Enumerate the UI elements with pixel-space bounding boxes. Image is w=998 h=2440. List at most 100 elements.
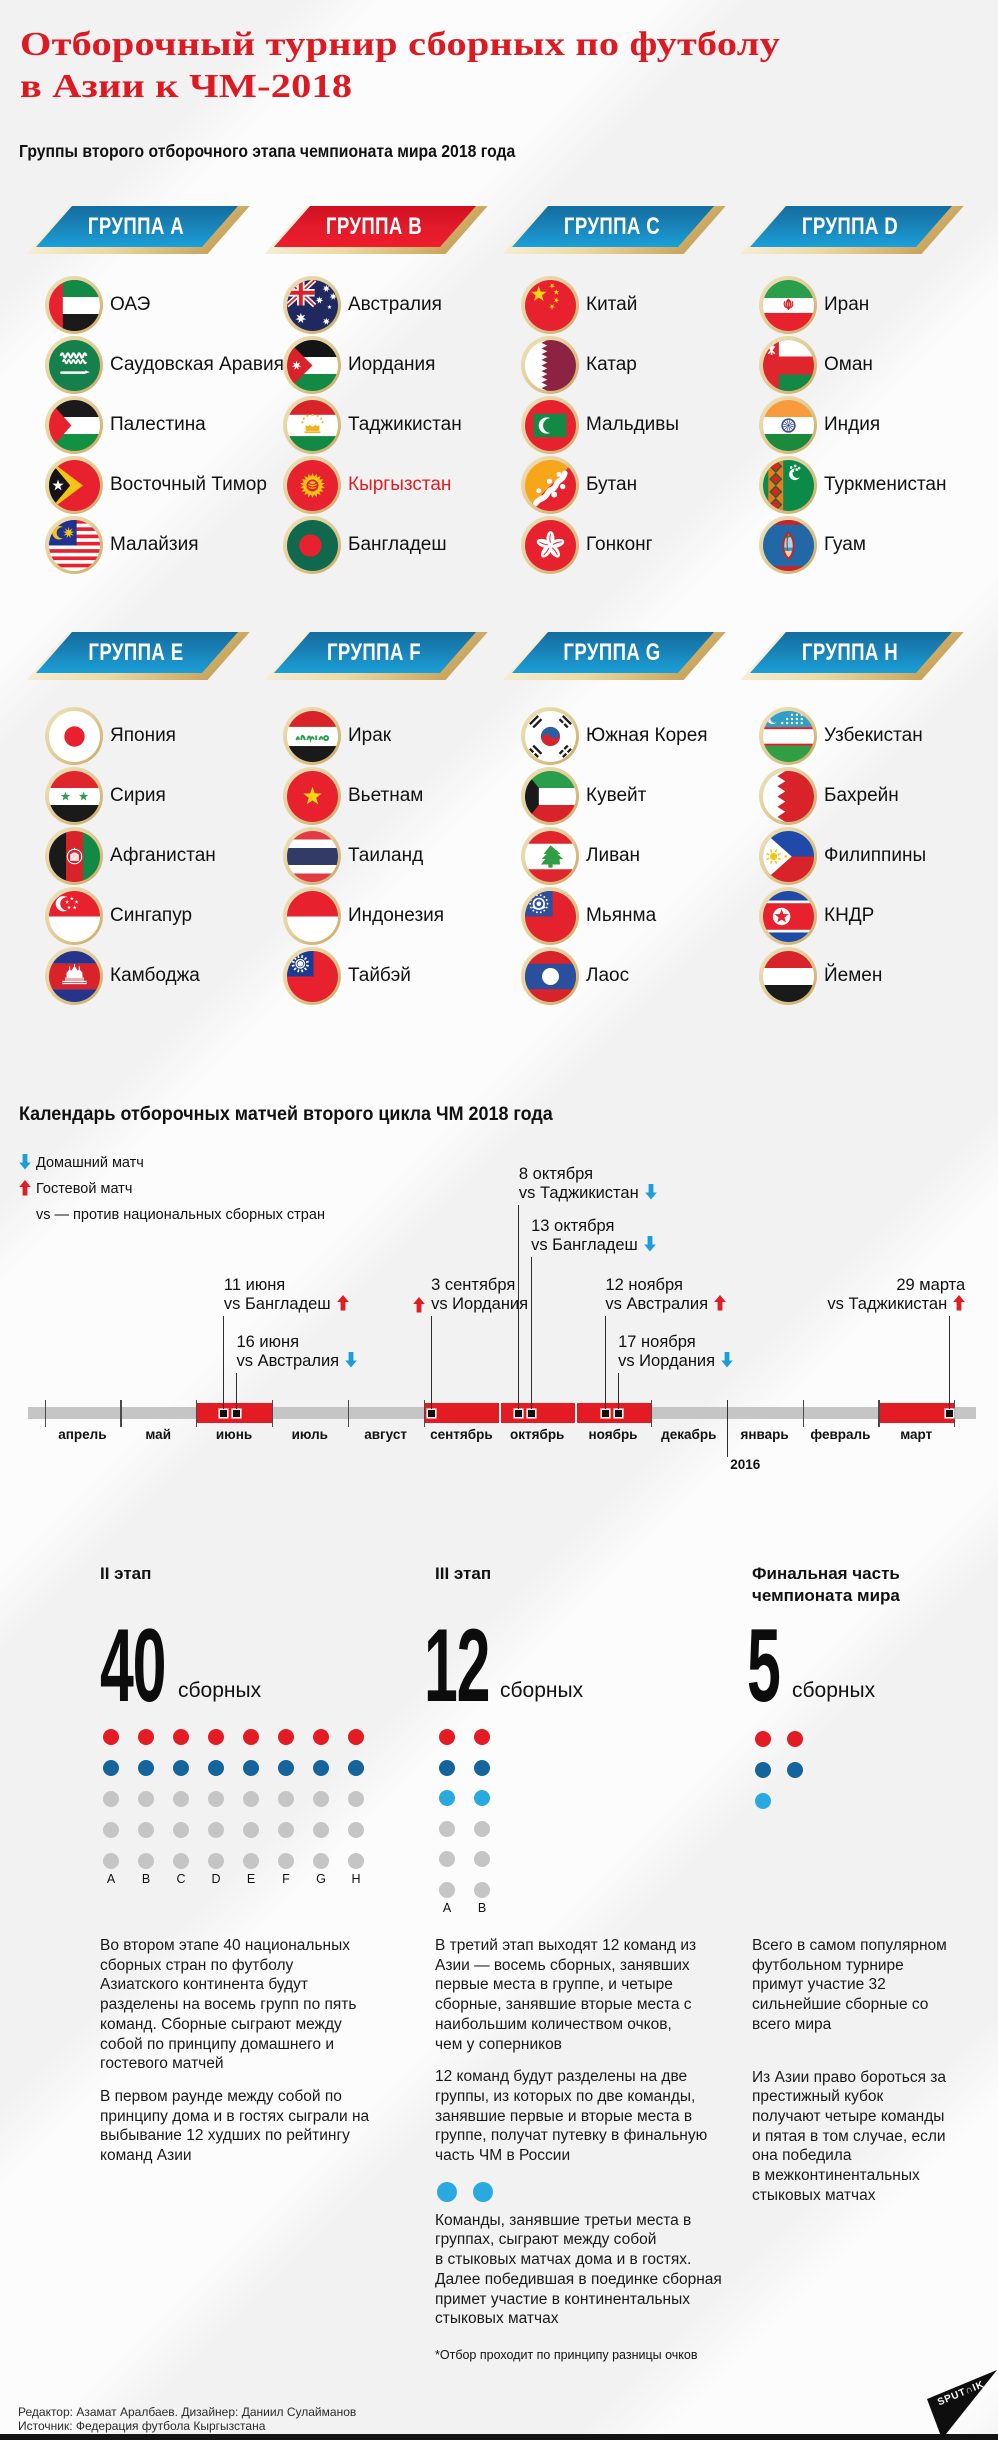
team-name: Сирия xyxy=(110,785,166,806)
team-name: Гонконг xyxy=(586,534,653,555)
team-row: Саудовская Аравия xyxy=(30,336,284,394)
flag-ple-icon xyxy=(48,399,100,451)
stage-paragraph: Всего в самом популярном футбольном турни… xyxy=(752,1937,947,2033)
year-label: 2016 xyxy=(730,1457,761,1472)
team-dot xyxy=(474,1790,490,1806)
match-connector xyxy=(430,1316,432,1409)
flag-prk-icon xyxy=(762,890,814,942)
event-opponent: vs Таджикистан xyxy=(827,1295,948,1313)
team-name: Сингапур xyxy=(110,905,193,926)
team-flag-ring xyxy=(45,336,103,394)
flag-phi-icon xyxy=(762,830,814,882)
stage-text: Всего в самом популярном футбольном турни… xyxy=(752,1936,952,2238)
team-flag-ring xyxy=(45,947,103,1005)
flag-gum-icon xyxy=(762,519,814,571)
event-date: 16 июня xyxy=(236,1333,300,1351)
team-name: Камбоджа xyxy=(110,965,200,986)
stage-number: 40 xyxy=(100,1608,167,1724)
team-dot xyxy=(755,1761,771,1778)
dot-column-letter: A xyxy=(442,1900,452,1915)
stage-text: В третий этап выходят 12 команд из Азии —… xyxy=(435,1936,722,2342)
stage-paragraph: В третий этап выходят 12 команд из Азии —… xyxy=(435,1937,697,2053)
team-name: Катар xyxy=(586,354,637,375)
home-match-arrow-icon xyxy=(721,1352,733,1368)
timeline-month-label: июль xyxy=(291,1427,328,1442)
year-tick xyxy=(726,1399,728,1457)
timeline-tick xyxy=(878,1399,880,1427)
flag-mdv-icon xyxy=(524,399,576,451)
timeline-tick xyxy=(499,1403,501,1423)
playoff-dots xyxy=(435,2181,711,2202)
stage-unit: сборных xyxy=(792,1679,876,1702)
team-name: Саудовская Аравия xyxy=(110,354,284,375)
team-name: Бангладеш xyxy=(348,534,447,555)
flag-kuw-icon xyxy=(524,770,576,822)
team-flag-ring xyxy=(283,336,341,394)
stage-paragraph: Из Азии право бороться за престижный кубо… xyxy=(752,2068,946,2204)
flag-tpe-icon xyxy=(286,950,338,1002)
team-dot xyxy=(278,1759,294,1776)
timeline-month-label: август xyxy=(364,1427,407,1442)
match-event: 3 сентября vs Иордания xyxy=(413,1276,529,1314)
team-name: Индонезия xyxy=(348,905,445,926)
team-dot xyxy=(439,1729,455,1745)
dot-column-letter: B xyxy=(477,1900,487,1915)
match-connector xyxy=(948,1316,950,1409)
team-dot xyxy=(348,1790,364,1807)
team-name: Туркменистан xyxy=(824,474,947,495)
home-match-arrow-icon xyxy=(19,1154,31,1170)
dot-column-letter: C xyxy=(176,1871,186,1886)
team-dot xyxy=(138,1759,154,1776)
timeline-red-month xyxy=(423,1403,500,1423)
event-opponent: vs Иордания xyxy=(431,1295,529,1313)
team-name: Кыргызстан xyxy=(348,474,452,495)
team-row: Вьетнам xyxy=(268,767,506,825)
flag-jor-icon xyxy=(286,339,338,391)
stage-paragraph: 12 команд будут разделены на две группы, … xyxy=(435,2068,708,2165)
team-name: Йемен xyxy=(824,965,883,986)
team-name: Кувейт xyxy=(586,785,647,806)
team-dot xyxy=(313,1821,329,1838)
team-row: КНДР xyxy=(744,887,982,945)
team-flag-ring xyxy=(759,767,817,825)
team-flag-ring xyxy=(45,887,103,945)
team-flag-ring xyxy=(45,707,103,765)
team-flag-ring xyxy=(521,396,579,454)
team-name: Вьетнам xyxy=(348,785,424,806)
team-name: Гуам xyxy=(824,534,866,555)
team-flag-ring xyxy=(521,456,579,514)
team-name: Бутан xyxy=(586,474,638,495)
dot-column-letter: F xyxy=(282,1871,290,1886)
team-row: Катар xyxy=(506,336,744,394)
team-flag-ring xyxy=(521,767,579,825)
team-flag-ring xyxy=(521,707,579,765)
team-dot xyxy=(138,1728,154,1745)
team-dot xyxy=(439,1790,455,1806)
team-dot xyxy=(348,1759,364,1776)
team-flag-ring xyxy=(521,336,579,394)
match-connector xyxy=(223,1316,225,1409)
stage-heading: II этап xyxy=(100,1564,152,1583)
match-event: 8 октября vs Таджикистан xyxy=(519,1165,657,1203)
flag-mas-icon xyxy=(48,519,100,571)
stage-paragraph: Во втором этапе 40 национальных сборных с… xyxy=(100,1937,357,2073)
event-date: 3 сентября xyxy=(431,1276,516,1294)
team-name: Афганистан xyxy=(110,845,216,866)
team-name: Узбекистан xyxy=(824,725,923,746)
team-dot xyxy=(173,1759,189,1776)
team-row: Йемен xyxy=(744,947,982,1005)
flag-kgz-icon xyxy=(286,459,338,511)
groups-subtitle: Группы второго отборочного этапа чемпион… xyxy=(19,141,516,161)
event-date: 11 июня xyxy=(223,1276,286,1294)
timeline-red-month xyxy=(878,1403,955,1423)
team-name: Китай xyxy=(586,294,638,315)
team-dot xyxy=(173,1790,189,1807)
team-dot xyxy=(173,1852,189,1869)
dot-column-letter: D xyxy=(211,1871,221,1886)
group-banner-label: ГРУППА F xyxy=(326,639,422,666)
event-opponent: vs Бангладеш xyxy=(223,1295,331,1313)
timeline-tick xyxy=(802,1399,804,1427)
team-name: Восточный Тимор xyxy=(110,474,267,495)
team-dot xyxy=(787,1730,803,1747)
